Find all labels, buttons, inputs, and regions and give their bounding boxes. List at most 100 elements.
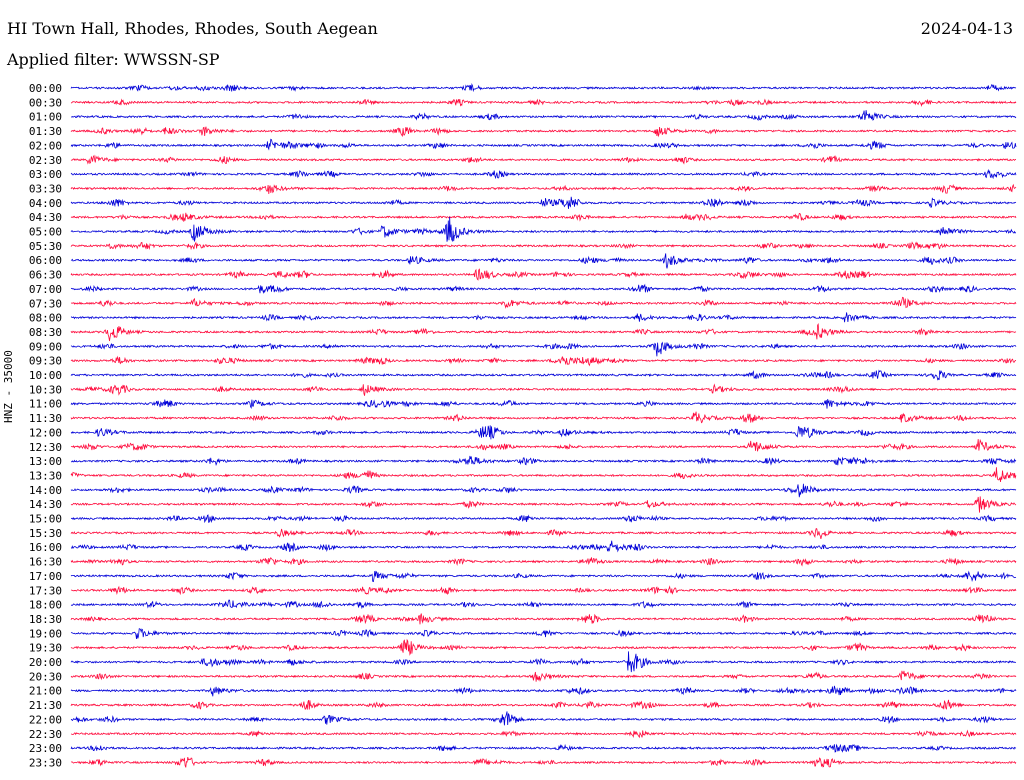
- trace-2200: [70, 711, 1017, 726]
- row-label: 12:30: [29, 441, 62, 454]
- trace-1000: [70, 369, 1017, 381]
- row-label: 01:30: [29, 125, 62, 138]
- trace-0730: [70, 296, 1017, 309]
- trace-1100: [70, 399, 1017, 409]
- station-title: HI Town Hall, Rhodes, Rhodes, South Aege…: [7, 19, 378, 38]
- plot-date: 2024-04-13: [920, 19, 1013, 38]
- row-label: 18:30: [29, 613, 62, 626]
- trace-1700: [70, 570, 1017, 583]
- row-label: 19:30: [29, 642, 62, 655]
- row-label: 05:30: [29, 240, 62, 253]
- row-label: 13:00: [29, 455, 62, 468]
- row-label: 14:00: [29, 484, 62, 497]
- trace-1530: [70, 527, 1017, 539]
- row-label: 17:30: [29, 584, 62, 597]
- trace-0830: [70, 323, 1017, 342]
- trace-1730: [70, 585, 1017, 596]
- trace-0630: [70, 268, 1017, 281]
- trace-1330: [70, 467, 1017, 482]
- row-label: 05:00: [29, 226, 62, 239]
- row-label: 21:30: [29, 699, 62, 712]
- row-label: 23:00: [29, 742, 62, 755]
- row-label: 11:00: [29, 398, 62, 411]
- row-label: 18:00: [29, 599, 62, 612]
- trace-1900: [70, 628, 1017, 639]
- row-label: 21:00: [29, 685, 62, 698]
- row-label: 22:00: [29, 713, 62, 726]
- row-label: 09:00: [29, 340, 62, 353]
- row-label: 00:00: [29, 82, 62, 95]
- trace-0000: [70, 83, 1017, 93]
- row-label: 13:30: [29, 469, 62, 482]
- row-label: 08:30: [29, 326, 62, 339]
- row-label: 15:00: [29, 513, 62, 526]
- row-label: 17:00: [29, 570, 62, 583]
- row-label: 10:00: [29, 369, 62, 382]
- row-label: 19:00: [29, 627, 62, 640]
- trace-1400: [70, 483, 1017, 498]
- trace-1300: [70, 455, 1017, 466]
- row-label: 11:30: [29, 412, 62, 425]
- trace-0200: [70, 138, 1017, 151]
- trace-1800: [70, 599, 1017, 610]
- row-label: 23:30: [29, 756, 62, 769]
- trace-0530: [70, 241, 1017, 251]
- trace-1030: [70, 383, 1017, 396]
- trace-1230: [70, 438, 1017, 452]
- trace-1930: [70, 638, 1017, 656]
- trace-0100: [71, 110, 1017, 121]
- trace-0500: [70, 216, 1016, 243]
- row-label: 22:30: [29, 728, 62, 741]
- trace-2030: [70, 670, 1017, 682]
- trace-0230: [70, 154, 1017, 165]
- trace-2300: [70, 743, 1017, 753]
- trace-0400: [70, 196, 1017, 209]
- row-label: 04:30: [29, 211, 62, 224]
- trace-2330: [70, 757, 1017, 768]
- row-label: 16:00: [29, 541, 62, 554]
- trace-2000: [70, 651, 1017, 673]
- trace-0300: [70, 168, 1017, 180]
- filter-label: Applied filter: WWSSN-SP: [7, 50, 220, 69]
- row-label: 06:00: [29, 254, 62, 267]
- trace-0430: [70, 212, 1017, 222]
- row-label: 20:30: [29, 670, 62, 683]
- row-label: 15:30: [29, 527, 62, 540]
- trace-1130: [70, 411, 1017, 424]
- trace-0900: [70, 341, 1017, 357]
- row-label: 01:00: [29, 111, 62, 124]
- row-label: 12:00: [29, 426, 62, 439]
- trace-1830: [70, 613, 1017, 625]
- row-label: 06:30: [29, 269, 62, 282]
- trace-2230: [70, 729, 1017, 739]
- trace-0700: [70, 283, 1017, 295]
- trace-0030: [70, 98, 1017, 108]
- row-label: 03:30: [29, 182, 62, 195]
- trace-0800: [70, 312, 1017, 323]
- trace-0330: [70, 183, 1017, 195]
- row-label: 09:30: [29, 355, 62, 368]
- row-label: 07:00: [29, 283, 62, 296]
- row-label: 02:00: [29, 139, 62, 152]
- trace-1500: [70, 514, 1017, 524]
- trace-0930: [70, 355, 1017, 367]
- trace-2100: [70, 685, 1017, 697]
- trace-0130: [70, 126, 1017, 138]
- row-label: 00:30: [29, 96, 62, 109]
- row-label: 10:30: [29, 383, 62, 396]
- trace-2130: [70, 699, 1017, 711]
- row-label: 02:30: [29, 154, 62, 167]
- row-label: 04:00: [29, 197, 62, 210]
- trace-1430: [70, 496, 1017, 513]
- row-label: 03:00: [29, 168, 62, 181]
- row-label: 16:30: [29, 556, 62, 569]
- trace-0600: [70, 253, 1017, 269]
- row-label: 20:00: [29, 656, 62, 669]
- trace-1600: [70, 540, 1017, 553]
- trace-1200: [70, 425, 1017, 440]
- row-label: 07:30: [29, 297, 62, 310]
- trace-1630: [70, 557, 1017, 567]
- row-label: 08:00: [29, 312, 62, 325]
- row-label: 14:30: [29, 498, 62, 511]
